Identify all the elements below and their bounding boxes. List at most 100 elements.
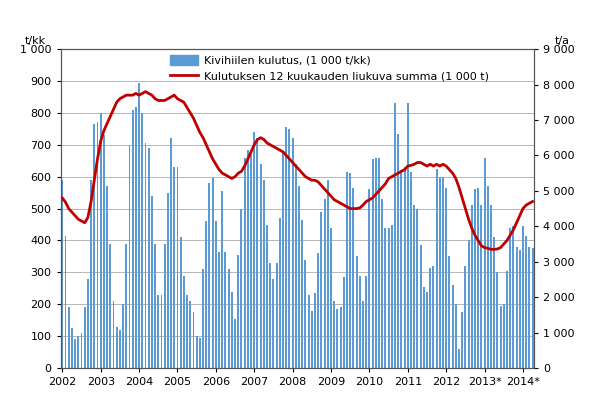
Bar <box>368 189 370 368</box>
Bar <box>455 304 456 368</box>
Bar <box>285 127 287 368</box>
Bar <box>330 228 332 368</box>
Bar <box>375 157 377 368</box>
Bar <box>231 292 233 368</box>
Bar <box>100 113 101 368</box>
Bar <box>371 159 373 368</box>
Bar <box>84 308 86 368</box>
Bar <box>71 328 73 368</box>
Bar <box>61 180 63 368</box>
Bar <box>125 244 127 368</box>
Bar <box>144 143 146 368</box>
Bar <box>164 244 166 368</box>
Bar <box>464 266 466 368</box>
Bar <box>442 177 444 368</box>
Bar <box>103 135 105 368</box>
Bar <box>138 83 140 368</box>
Bar <box>77 336 80 368</box>
Bar <box>419 245 421 368</box>
Bar <box>324 199 325 368</box>
Bar <box>237 255 239 368</box>
Bar <box>202 269 204 368</box>
Bar <box>449 256 450 368</box>
Bar <box>413 205 415 368</box>
Bar <box>515 247 518 368</box>
Bar <box>397 134 399 368</box>
Bar <box>183 276 185 368</box>
Bar <box>388 228 390 368</box>
Bar <box>474 189 476 368</box>
Bar <box>487 186 489 368</box>
Bar <box>519 250 521 368</box>
Bar <box>160 295 163 368</box>
Bar <box>68 308 70 368</box>
Bar <box>112 301 115 368</box>
Bar <box>186 295 188 368</box>
Bar <box>314 293 316 368</box>
Bar <box>349 173 351 368</box>
Bar <box>141 113 143 368</box>
Bar <box>292 138 294 368</box>
Bar <box>273 279 274 368</box>
Bar <box>263 180 265 368</box>
Bar <box>493 237 495 368</box>
Bar <box>250 151 252 368</box>
Bar <box>295 164 297 368</box>
Bar <box>122 304 124 368</box>
Bar <box>439 177 441 368</box>
Bar <box>426 292 428 368</box>
Bar <box>317 253 319 368</box>
Bar <box>87 279 89 368</box>
Bar <box>416 209 418 368</box>
Bar <box>192 312 194 368</box>
Bar <box>353 188 354 368</box>
Bar <box>298 186 300 368</box>
Bar <box>423 287 425 368</box>
Bar <box>270 263 271 368</box>
Bar <box>384 228 387 368</box>
Text: t/kk: t/kk <box>25 36 46 46</box>
Bar <box>282 151 284 368</box>
Bar <box>180 237 181 368</box>
Bar <box>458 349 460 368</box>
Bar <box>243 157 246 368</box>
Bar <box>512 226 514 368</box>
Legend: Kivihiilen kulutus, (1 000 t/kk), Kulutuksen 12 kuukauden liukuva summa (1 000 t: Kivihiilen kulutus, (1 000 t/kk), Kulutu… <box>171 55 489 82</box>
Bar <box>394 103 396 368</box>
Bar <box>480 205 483 368</box>
Bar <box>195 336 198 368</box>
Bar <box>378 157 380 368</box>
Bar <box>391 225 393 368</box>
Bar <box>97 122 98 368</box>
Bar <box>336 309 338 368</box>
Bar <box>199 338 201 368</box>
Bar <box>151 196 153 368</box>
Bar <box>129 145 131 368</box>
Bar <box>410 172 412 368</box>
Bar <box>222 191 223 368</box>
Bar <box>74 339 76 368</box>
Bar <box>279 218 281 368</box>
Bar <box>503 304 505 368</box>
Bar <box>218 252 220 368</box>
Bar <box>532 248 534 368</box>
Bar <box>205 221 207 368</box>
Bar <box>81 333 83 368</box>
Bar <box>477 188 479 368</box>
Bar <box>215 221 217 368</box>
Bar <box>135 106 137 368</box>
Bar <box>362 301 364 368</box>
Bar <box>305 260 307 368</box>
Bar <box>333 301 335 368</box>
Bar <box>90 180 92 368</box>
Bar <box>93 124 95 368</box>
Bar <box>484 157 486 368</box>
Bar <box>404 167 405 368</box>
Bar <box>288 129 290 368</box>
Bar <box>132 110 134 368</box>
Bar <box>359 276 361 368</box>
Bar <box>381 199 383 368</box>
Bar <box>320 212 322 368</box>
Bar <box>452 285 453 368</box>
Bar <box>522 226 524 368</box>
